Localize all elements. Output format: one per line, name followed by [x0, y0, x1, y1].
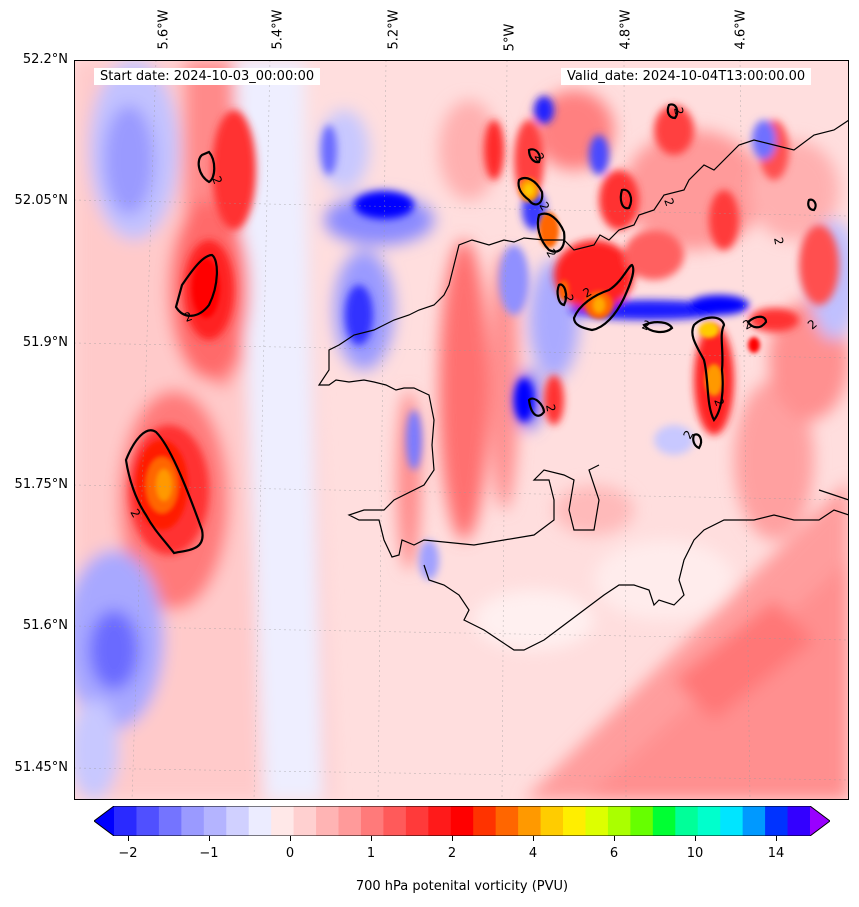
field-smooth-layer: [74, 60, 849, 800]
colorbar-segment: [383, 806, 407, 836]
colorbar-segment: [720, 806, 744, 836]
contour-label: 2: [671, 106, 686, 116]
colorbar-segment: [518, 806, 542, 836]
colorbar-segment: [114, 806, 137, 836]
colorbar-tick-label: 10: [686, 846, 704, 861]
colorbar-tickmark: [614, 836, 615, 841]
colorbar-segment: [495, 806, 519, 836]
colorbar-segment: [540, 806, 564, 836]
colorbar-segment: [360, 806, 384, 836]
colorbar-label: 700 hPa potenital vorticity (PVU): [355, 879, 569, 894]
colorbar-segment: [316, 806, 340, 836]
colorbar-tick-label: 4: [528, 846, 538, 861]
colorbar-tick-label: 1: [366, 846, 376, 861]
colorbar-tickmark: [128, 836, 129, 841]
lat-label-51.6n: 51.6°N: [22, 618, 68, 633]
contour-label: 2: [543, 403, 558, 413]
colorbar-segment: [181, 806, 205, 836]
start-date-title: Start date: 2024-10-03_00:00:00: [94, 68, 321, 85]
colorbar-extend-min: [94, 806, 114, 836]
contour-label: 2: [209, 174, 225, 186]
colorbar-segment: [563, 806, 586, 836]
pv-field-map: 2 2 2 2 2 2 2 2 2 2 2 2 2 2 2 2 2: [74, 60, 849, 800]
lon-label-5.2w: 5.2°W: [386, 9, 402, 50]
colorbar-segment: [585, 806, 609, 836]
lat-label-51.45n: 51.45°N: [14, 760, 68, 775]
colorbar-tickmark: [533, 836, 534, 841]
contour-label: 2: [182, 309, 194, 325]
colorbar-tickmark: [695, 836, 696, 841]
map-border: [74, 60, 849, 800]
colorbar-segment: [787, 806, 811, 836]
lon-label-5.6w: 5.6°W: [156, 9, 172, 50]
colorbar-segment: [136, 806, 160, 836]
contour-label: 2: [771, 236, 786, 246]
lat-label-51.9n: 51.9°N: [22, 335, 68, 350]
colorbar-tick-label: −2: [118, 846, 138, 861]
contour-label: 2: [711, 396, 727, 408]
graticule: [74, 60, 849, 800]
lat-label-52.2n: 52.2°N: [22, 52, 68, 67]
colorbar-tickmark: [290, 836, 291, 841]
colorbar-tickmark: [209, 836, 210, 841]
colorbar-segment: [742, 806, 766, 836]
colorbar-tick-label: −1: [199, 846, 219, 861]
colorbar-tick-label: 0: [285, 846, 295, 861]
colorbar-segment: [338, 806, 362, 836]
contour-label: 2: [661, 196, 677, 208]
valid-date-title: Valid_date: 2024-10-04T13:00:00.00: [561, 68, 812, 85]
colorbar: [94, 806, 830, 836]
contour-label: 2: [561, 293, 576, 303]
colorbar-segment: [158, 806, 182, 836]
contour-label: 2: [640, 318, 652, 334]
colorbar-tick-label: 14: [767, 846, 785, 861]
colorbar-tick-label: 2: [447, 846, 457, 861]
colorbar-segment: [652, 806, 676, 836]
lon-label-4.6w: 4.6°W: [733, 9, 749, 50]
colorbar-segment: [675, 806, 699, 836]
colorbar-tickmark: [776, 836, 777, 841]
colorbar-segment: [226, 806, 250, 836]
colorbar-segment: [405, 806, 429, 836]
colorbar-segment: [203, 806, 227, 836]
lon-label-5w: 5°W: [502, 23, 518, 52]
colorbar-segment: [293, 806, 317, 836]
pv-2-contours: [124, 103, 817, 555]
colorbar-tick-label: 6: [609, 846, 619, 861]
colorbar-tickmark: [371, 836, 372, 841]
lat-label-51.75n: 51.75°N: [14, 477, 68, 492]
lon-label-4.8w: 4.8°W: [618, 9, 634, 50]
colorbar-segment: [697, 806, 721, 836]
map-panel[interactable]: 2 2 2 2 2 2 2 2 2 2 2 2 2 2 2 2 2: [74, 60, 849, 800]
colorbar-segment: [450, 806, 474, 836]
colorbar-segment: [271, 806, 295, 836]
colorbar-segment: [248, 806, 272, 836]
colorbar-segment: [765, 806, 789, 836]
colorbar-segment: [428, 806, 452, 836]
colorbar-segment: [473, 806, 497, 836]
lat-label-52.05n: 52.05°N: [14, 193, 68, 208]
lon-label-5.4w: 5.4°W: [270, 9, 286, 50]
colorbar-tickmark: [452, 836, 453, 841]
colorbar-segment: [607, 806, 631, 836]
colorbar-extend-max: [810, 806, 830, 836]
colorbar-segment: [630, 806, 654, 836]
coastline: [317, 119, 849, 651]
